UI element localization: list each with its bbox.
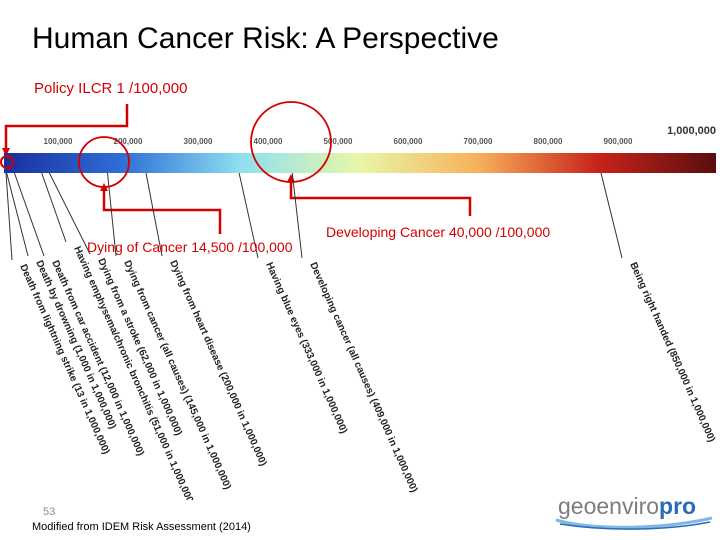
tick-label: 500,000 <box>324 137 353 146</box>
risk-leader-line <box>5 172 13 261</box>
geoenviropro-logo: geoenviropro <box>555 493 713 530</box>
source-note: Modified from IDEM Risk Assessment (2014… <box>32 521 251 533</box>
tick-label: 600,000 <box>394 137 423 146</box>
logo-text-bold: pro <box>659 493 696 519</box>
risk-scale-bar <box>4 153 716 173</box>
risk-leader-line <box>600 172 623 259</box>
risk-scale-chart: 100,000 200,000 300,000 400,000 500,000 600,0… <box>0 101 717 500</box>
tick-label: 300,000 <box>184 137 213 146</box>
svg-text:geoenviropro: geoenviropro <box>558 493 696 519</box>
tick-label: 400,000 <box>254 137 283 146</box>
slide-title: Human Cancer Risk: A Perspective <box>32 22 499 55</box>
risk-leader-line <box>41 172 67 243</box>
developing-cancer-label: Developing Cancer 40,000 /100,000 <box>326 224 550 240</box>
tick-label: 200,000 <box>114 137 143 146</box>
policy-callout-line <box>4 104 129 152</box>
risk-leader-line <box>6 172 29 257</box>
risk-label: Having blue eyes (333,000 in 1,000,000) <box>263 261 349 436</box>
risk-label: Being right handed (850,000 in 1,000,000… <box>627 261 717 444</box>
tick-label: 900,000 <box>604 137 633 146</box>
risk-leader-line <box>145 172 163 257</box>
policy-ilcr-label: Policy ILCR 1 /100,000 <box>34 80 188 97</box>
slide-number: 53 <box>43 506 56 518</box>
policy-marker-circle <box>0 155 14 169</box>
dying-cancer-label: Dying of Cancer 14,500 /100,000 <box>87 239 293 255</box>
developing-cancer-arrowhead-icon <box>287 174 295 182</box>
dying-cancer-callout-line <box>102 187 222 234</box>
developing-cancer-marker-circle <box>250 101 332 183</box>
logo-swoosh-icon <box>555 516 713 529</box>
risk-label: Dying from heart disease (200,000 in 1,0… <box>167 259 268 468</box>
risk-leader-line <box>13 172 45 257</box>
risk-label: Death by drowning (1,000 in 1,000,000) <box>33 259 118 431</box>
developing-cancer-callout-line <box>289 178 472 216</box>
dying-cancer-marker-circle <box>78 136 130 188</box>
risk-leader-line <box>238 172 259 259</box>
tick-label: 800,000 <box>534 137 563 146</box>
tick-label: 700,000 <box>464 137 493 146</box>
risk-leader-line <box>291 172 303 259</box>
policy-arrowhead-icon <box>2 148 11 156</box>
logo-text-light: geoenviro <box>558 493 659 519</box>
tick-label: 1,000,000 <box>667 125 716 137</box>
tick-label: 100,000 <box>44 137 73 146</box>
risk-leader-line <box>48 172 91 255</box>
